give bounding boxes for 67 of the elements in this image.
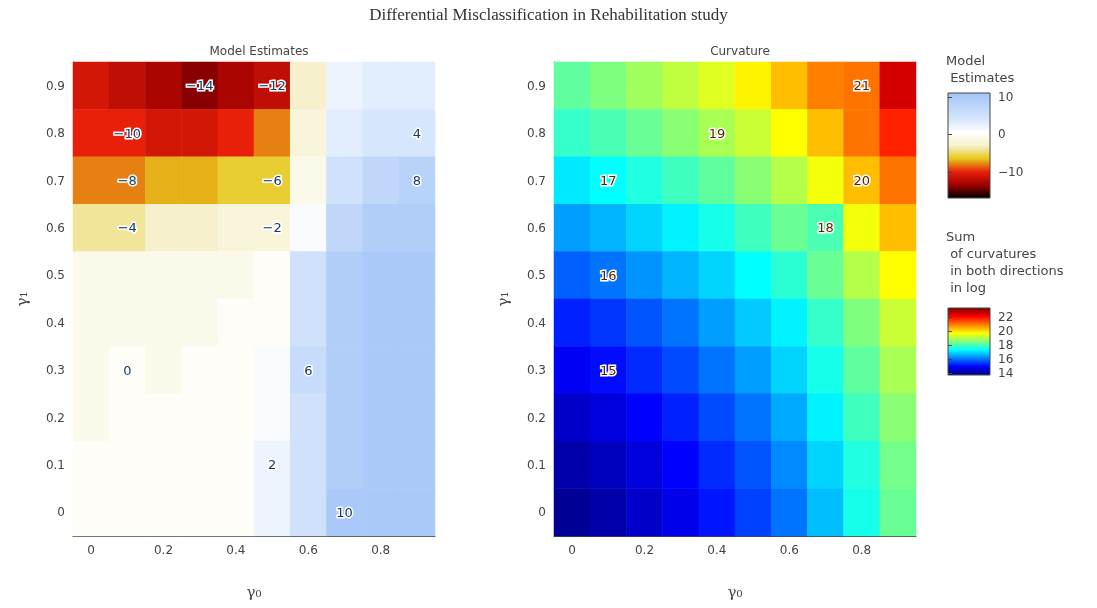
color-bar-label: −10 bbox=[998, 164, 1024, 179]
data-label: −12 bbox=[258, 78, 286, 94]
text: Differential Misclassification in Rehabilitation study bbox=[368, 5, 729, 25]
color-bar-label: 22 bbox=[998, 310, 1014, 325]
data-label: −14 bbox=[185, 78, 214, 94]
data-label: 6 bbox=[304, 362, 313, 378]
data-label: 10 bbox=[336, 504, 353, 520]
y-tick-label: 0.4 bbox=[45, 315, 65, 330]
x-axis-title: γ₀ bbox=[246, 582, 262, 601]
y-tick-label: 0 bbox=[538, 505, 546, 520]
x-tick-label: 0.4 bbox=[226, 543, 246, 557]
y-tick-label: 0.2 bbox=[45, 410, 65, 425]
y-tick-label: 0.3 bbox=[45, 363, 65, 378]
x-tick-label: 0.2 bbox=[153, 543, 174, 557]
x-tick-label: 0.6 bbox=[298, 543, 318, 557]
y-tick-label: 0.9 bbox=[45, 78, 65, 93]
chart-subtitle: Model Estimates bbox=[209, 44, 309, 58]
y-tick-label: 0.6 bbox=[45, 220, 65, 235]
x-tick-label: 0.8 bbox=[371, 543, 391, 557]
y-tick-label: 0.6 bbox=[526, 220, 546, 235]
data-label: −6 bbox=[262, 173, 282, 188]
data-label: 4 bbox=[412, 125, 422, 141]
x-tick-label: 0.2 bbox=[634, 543, 655, 557]
color-bar-label: 0 bbox=[998, 127, 1006, 142]
color-bar-label: 10 bbox=[998, 89, 1014, 104]
x-tick-label: 0 bbox=[87, 543, 95, 557]
x-tick-label: 0 bbox=[568, 543, 576, 557]
data-label: 18 bbox=[817, 220, 834, 236]
data-label: −8 bbox=[117, 173, 137, 188]
y-tick-label: 0.2 bbox=[526, 410, 546, 425]
data-label: 21 bbox=[853, 78, 870, 94]
y-axis-title: γ₁ bbox=[493, 291, 512, 307]
y-tick-label: 0.1 bbox=[45, 457, 65, 472]
y-tick-label: 0.9 bbox=[526, 78, 546, 93]
x-tick-label: 0.6 bbox=[779, 543, 799, 557]
x-axis-title: γ₀ bbox=[727, 582, 743, 601]
color-bar-label: 16 bbox=[998, 351, 1014, 366]
data-label: 8 bbox=[412, 173, 422, 188]
color-bar-label: 14 bbox=[998, 365, 1014, 380]
color-bar-label: 18 bbox=[998, 337, 1014, 352]
data-label: −4 bbox=[117, 220, 137, 236]
data-label: 19 bbox=[708, 125, 726, 141]
y-tick-label: 0.8 bbox=[45, 126, 65, 141]
color-bar-label: 20 bbox=[998, 324, 1014, 339]
x-tick-label: 0.4 bbox=[707, 543, 727, 557]
y-tick-label: 0.3 bbox=[526, 363, 546, 378]
y-tick-label: 0.5 bbox=[45, 268, 65, 283]
y-tick-label: 0.7 bbox=[45, 173, 65, 188]
color-bar-title: Model Estimates bbox=[946, 53, 1015, 85]
y-tick-label: 0.5 bbox=[526, 268, 546, 283]
y-tick-label: 0.1 bbox=[526, 457, 546, 472]
y-axis-title: γ₁ bbox=[12, 291, 31, 307]
data-label: −2 bbox=[262, 220, 282, 236]
data-label: −10 bbox=[113, 125, 142, 141]
y-tick-label: 0.4 bbox=[526, 315, 546, 330]
y-tick-label: 0 bbox=[57, 505, 65, 520]
data-label: 17 bbox=[600, 173, 617, 188]
chart-subtitle: Curvature bbox=[710, 44, 770, 58]
y-tick-label: 0.8 bbox=[526, 126, 546, 141]
x-tick-label: 0.8 bbox=[852, 543, 872, 557]
data-label: 0 bbox=[123, 362, 132, 378]
y-tick-label: 0.7 bbox=[526, 173, 546, 188]
color-bar-title: Sum of curvatures in both directions in log bbox=[946, 229, 1064, 295]
data-label: 15 bbox=[600, 362, 617, 378]
data-label: 2 bbox=[267, 457, 277, 473]
data-label: 20 bbox=[853, 173, 870, 188]
data-label: 16 bbox=[600, 267, 617, 283]
